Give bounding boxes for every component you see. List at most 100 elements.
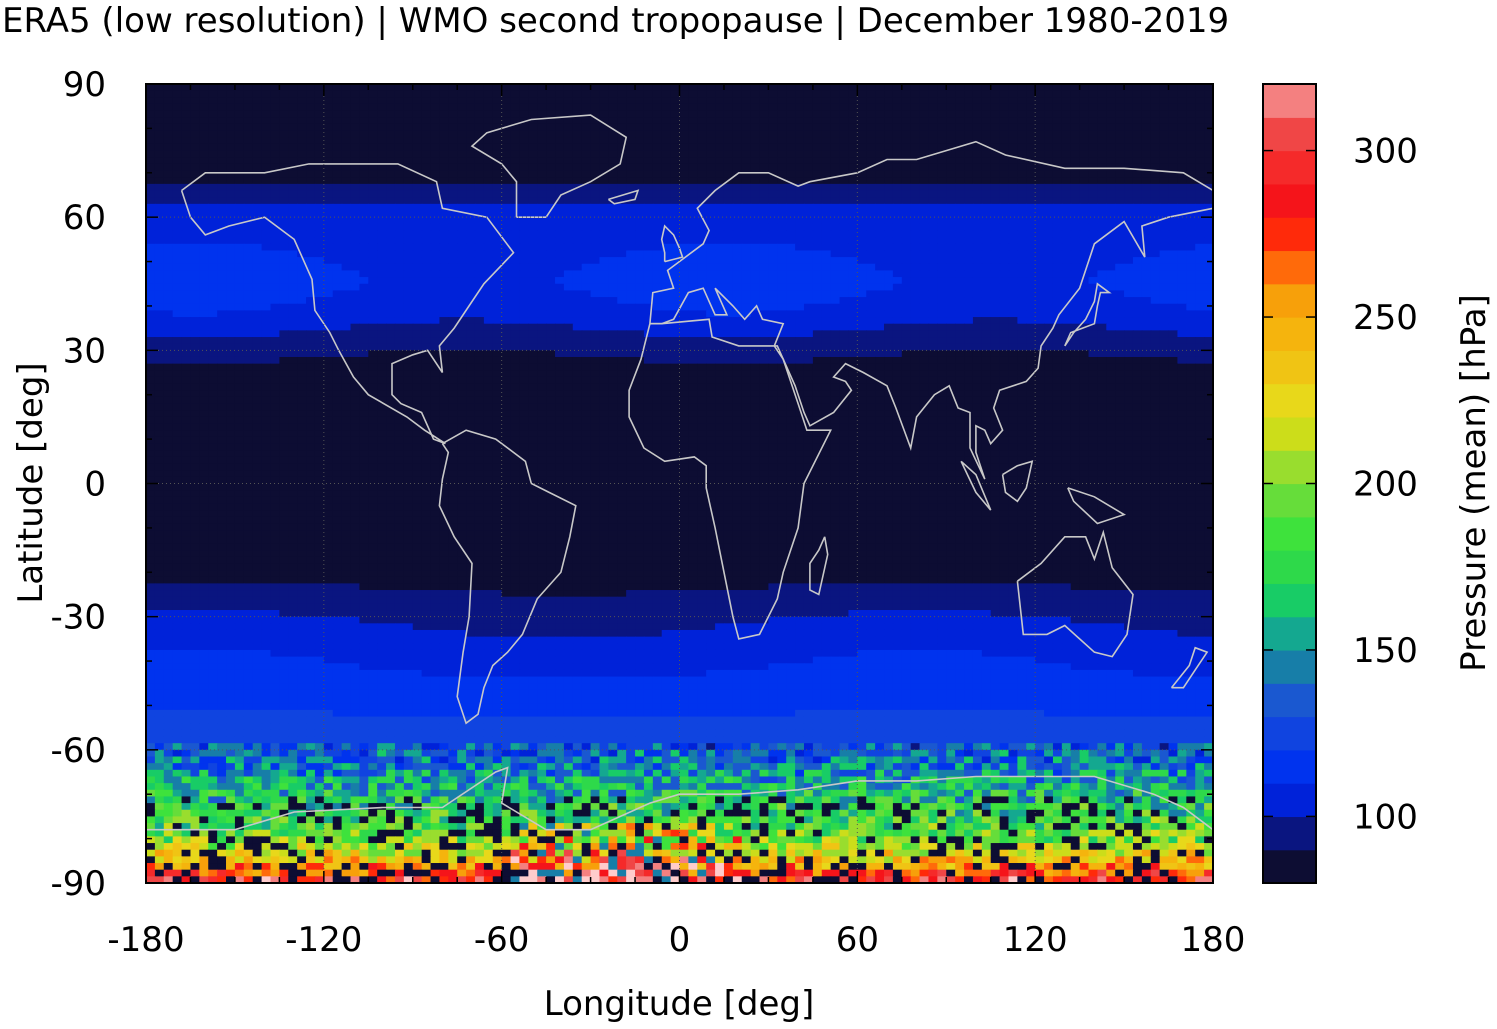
heatmap-cell [955,90,965,98]
heatmap-cell [1115,177,1125,185]
heatmap-cell [537,90,547,98]
heatmap-cell [848,290,858,298]
heatmap-cell [412,190,423,198]
heatmap-cell [1061,317,1072,325]
heatmap-cell [1061,177,1072,185]
heatmap-cell [643,317,654,325]
heatmap-cell [412,263,423,272]
heatmap-cell [1115,103,1125,112]
heatmap-cell [261,310,272,318]
heatmap-cell [670,303,681,311]
heatmap-cell [1008,170,1018,178]
heatmap-cell [1177,123,1187,132]
heatmap-cell [812,183,823,192]
heatmap-cell [492,250,503,258]
heatmap-cell [812,210,823,218]
heatmap-cell [803,243,814,252]
heatmap-cell [572,210,583,218]
heatmap-cell [474,323,485,331]
heatmap-cell [181,230,192,238]
heatmap-cell [635,163,645,172]
heatmap-cell [537,343,547,351]
heatmap-cell [715,217,725,225]
heatmap-cell [937,297,947,305]
heatmap-cell [386,210,396,218]
heatmap-cell [670,356,681,365]
heatmap-cell [1159,84,1170,92]
heatmap-cell [172,243,183,252]
heatmap-cell [1124,317,1134,325]
heatmap-cell [928,170,938,178]
heatmap-cell [652,90,663,98]
heatmap-cell [635,210,645,218]
heatmap-cell [759,203,770,212]
heatmap-cell [1159,330,1170,338]
heatmap-cell [635,130,645,138]
heatmap-cell [190,170,200,178]
heatmap-cell [1132,297,1143,305]
heatmap-cell [875,297,885,305]
heatmap-cell [288,150,298,158]
heatmap-cell [555,84,565,92]
heatmap-cell [1044,177,1054,185]
heatmap-cell [190,110,200,118]
heatmap-cell [457,110,467,118]
heatmap-cell [590,110,601,118]
heatmap-cell [857,150,867,158]
heatmap-cell [777,177,787,185]
heatmap-cell [1008,323,1018,331]
heatmap-cell [226,250,236,258]
heatmap-cell [394,110,405,118]
heatmap-cell [474,270,485,278]
heatmap-cell [1088,310,1099,318]
heatmap-cell [1079,97,1090,105]
heatmap-cell [243,97,254,105]
heatmap-cell [1052,337,1063,345]
heatmap-cell [146,330,156,338]
heatmap-cell [723,350,734,358]
heatmap-cell [697,143,707,152]
heatmap-cell [1106,157,1116,165]
heatmap-cell [172,84,183,92]
heatmap-cell [812,143,823,152]
heatmap-cell [1124,330,1134,338]
heatmap-cell [848,250,858,258]
heatmap-cell [1097,84,1107,92]
heatmap-cell [181,197,192,205]
heatmap-cell [706,163,716,172]
heatmap-cell [572,123,583,132]
heatmap-cell [1204,337,1214,345]
heatmap-cell [172,323,183,331]
heatmap-cell [955,137,965,145]
heatmap-cell [741,110,752,118]
heatmap-cell [341,203,352,212]
heatmap-cell [759,350,770,358]
heatmap-cell [377,90,387,98]
heatmap-cell [341,257,352,265]
heatmap-cell [1204,323,1214,331]
heatmap-cell [1204,110,1214,118]
heatmap-cell [1106,283,1116,292]
heatmap-cell [768,350,778,358]
heatmap-cell [679,337,689,345]
heatmap-cell [1132,117,1143,125]
heatmap-cell [1177,103,1187,112]
heatmap-cell [830,250,841,258]
heatmap-cell [635,323,645,331]
heatmap-cell [1052,297,1063,305]
heatmap-cell [323,223,334,232]
heatmap-cell [697,197,707,205]
heatmap-cell [901,177,912,185]
heatmap-cell [474,84,485,92]
heatmap-cell [795,230,805,238]
heatmap-cell [937,170,947,178]
heatmap-cell [466,337,476,345]
heatmap-cell [928,123,938,132]
heatmap-cell [510,110,521,118]
heatmap-cell [581,143,592,152]
heatmap-cell [937,343,947,351]
heatmap-cell [359,297,369,305]
heatmap-cell [839,303,850,311]
heatmap-cell [1088,263,1099,272]
heatmap-cell [279,303,289,311]
